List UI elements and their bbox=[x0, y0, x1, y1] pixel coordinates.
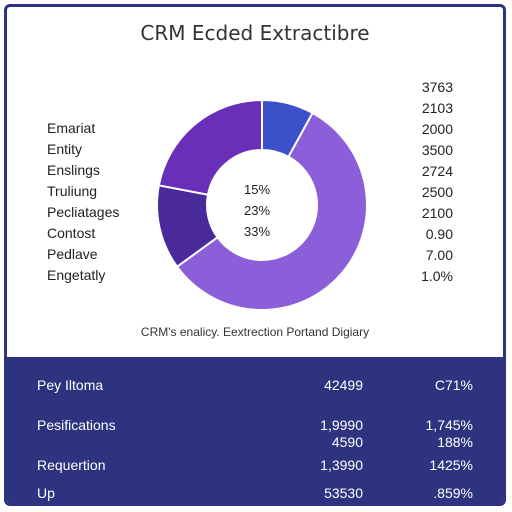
row-value: 53530 bbox=[324, 485, 363, 502]
donut-slice-3 bbox=[157, 98, 263, 196]
chart-frame: CRM Ecded Extractibre Emariat Entity Ens… bbox=[4, 4, 506, 506]
row-value-line: 53530 bbox=[324, 485, 363, 501]
row-name: Requertion bbox=[37, 457, 106, 473]
row-percent-line: 1,745% bbox=[425, 417, 473, 433]
right-value: 3763 bbox=[421, 79, 453, 95]
row-value: 1,3990 bbox=[320, 457, 363, 474]
center-label: 23% bbox=[243, 203, 271, 218]
right-value: 2724 bbox=[421, 163, 453, 179]
legend-label: Pedlave bbox=[47, 246, 98, 262]
right-value: 1.0% bbox=[421, 268, 453, 284]
legend-label: Emariat bbox=[47, 120, 96, 136]
row-value-line: 4590 bbox=[331, 434, 363, 450]
right-value: 0.90 bbox=[425, 226, 453, 242]
data-table: Pey Iltoma 42499 C71% Pesifications 1,99… bbox=[7, 357, 503, 503]
row-value-line: 42499 bbox=[324, 377, 363, 393]
row-value: 42499 bbox=[324, 377, 363, 394]
right-value: 2103 bbox=[421, 100, 453, 116]
row-percent-line: 188% bbox=[437, 434, 473, 450]
legend-label: Pecliatages bbox=[47, 204, 120, 220]
legend-labels: Emariat Entity Enslings Truliung Pecliat… bbox=[47, 118, 119, 286]
donut-chart bbox=[156, 98, 368, 311]
center-labels: 15% 23% 33% bbox=[227, 179, 287, 242]
row-percent: 1,745% 188% bbox=[426, 417, 473, 451]
row-percent-line: C71% bbox=[434, 377, 473, 393]
chart-caption: CRM's enalicy. Eextrection Portand Digia… bbox=[140, 325, 370, 339]
row-name: Up bbox=[37, 485, 55, 501]
center-label: 33% bbox=[243, 224, 271, 239]
row-value-line: 1,3990 bbox=[320, 457, 363, 473]
chart-title: CRM Ecded Extractibre bbox=[140, 21, 370, 45]
right-values: 3763 2103 2000 3500 2724 2500 2100 0.90 … bbox=[421, 77, 453, 287]
legend-label: Entity bbox=[47, 141, 83, 157]
row-percent-line: .859% bbox=[433, 485, 473, 501]
right-value: 3500 bbox=[421, 142, 453, 158]
right-value: 2500 bbox=[421, 184, 453, 200]
right-value: 2000 bbox=[421, 121, 453, 137]
row-name: Pesifications bbox=[37, 417, 116, 433]
legend-label: Enslings bbox=[47, 162, 100, 178]
legend-label: Engetatly bbox=[47, 267, 106, 283]
row-value-line: 1,9990 bbox=[320, 417, 363, 433]
row-percent: 1425% bbox=[429, 457, 473, 474]
legend-label: Contost bbox=[47, 225, 96, 241]
center-label: 15% bbox=[243, 182, 271, 197]
row-percent: .859% bbox=[433, 485, 473, 502]
donut-slice-1 bbox=[175, 111, 368, 311]
row-percent-line: 1425% bbox=[429, 457, 473, 473]
row-name: Pey Iltoma bbox=[37, 377, 104, 393]
legend-label: Truliung bbox=[47, 183, 98, 199]
row-percent: C71% bbox=[435, 377, 473, 394]
right-value: 2100 bbox=[421, 205, 453, 221]
row-value: 1,9990 4590 bbox=[320, 417, 363, 451]
right-value: 7.00 bbox=[425, 247, 453, 263]
